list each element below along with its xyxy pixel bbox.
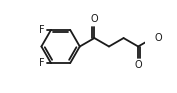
Text: O: O	[134, 60, 142, 70]
Text: O: O	[154, 33, 162, 43]
Text: F: F	[39, 58, 45, 68]
Text: F: F	[39, 25, 45, 35]
Text: O: O	[91, 15, 98, 24]
